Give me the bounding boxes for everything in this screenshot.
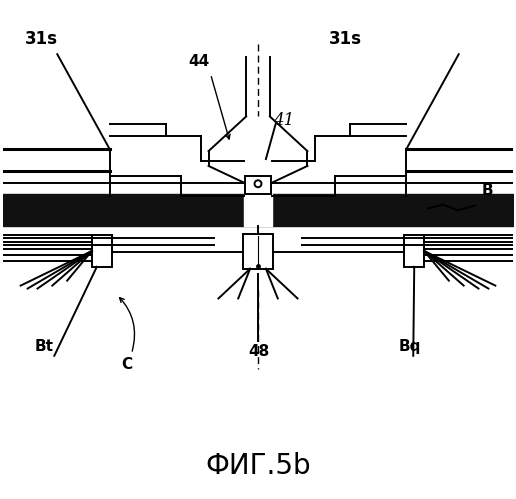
Bar	[245, 176, 271, 194]
Text: Bt: Bt	[35, 339, 54, 354]
Text: 48: 48	[248, 344, 269, 359]
Text: 44: 44	[189, 54, 210, 69]
Bar	[92, 235, 111, 267]
Text: 31s: 31s	[329, 30, 362, 48]
Bar	[243, 234, 273, 269]
Text: C: C	[122, 357, 133, 372]
Text: 41: 41	[273, 112, 294, 129]
Text: ФИГ.5b: ФИГ.5b	[205, 452, 311, 480]
Bar	[405, 235, 424, 267]
Text: Bq: Bq	[398, 339, 421, 354]
Text: B: B	[481, 183, 493, 198]
Text: 31s: 31s	[25, 30, 58, 48]
